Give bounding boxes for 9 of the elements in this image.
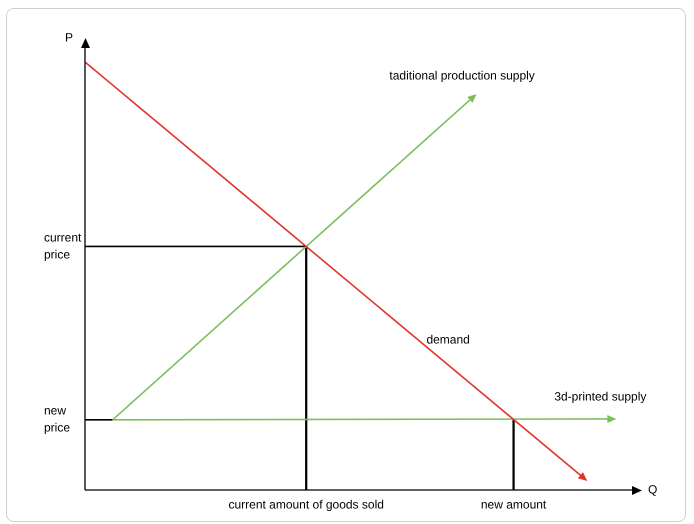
text: current price xyxy=(44,230,82,262)
x-tick-label: new amount xyxy=(480,498,547,512)
text: new price xyxy=(44,404,70,435)
series-label: 3d-printed supply xyxy=(554,389,646,404)
y-axis-title: P xyxy=(64,30,73,44)
x-axis-title: Q xyxy=(648,482,658,496)
x-tick-label: current amount of goods sold xyxy=(228,498,384,512)
series-label: taditional production supply xyxy=(389,68,535,82)
series-label: demand xyxy=(426,332,470,346)
